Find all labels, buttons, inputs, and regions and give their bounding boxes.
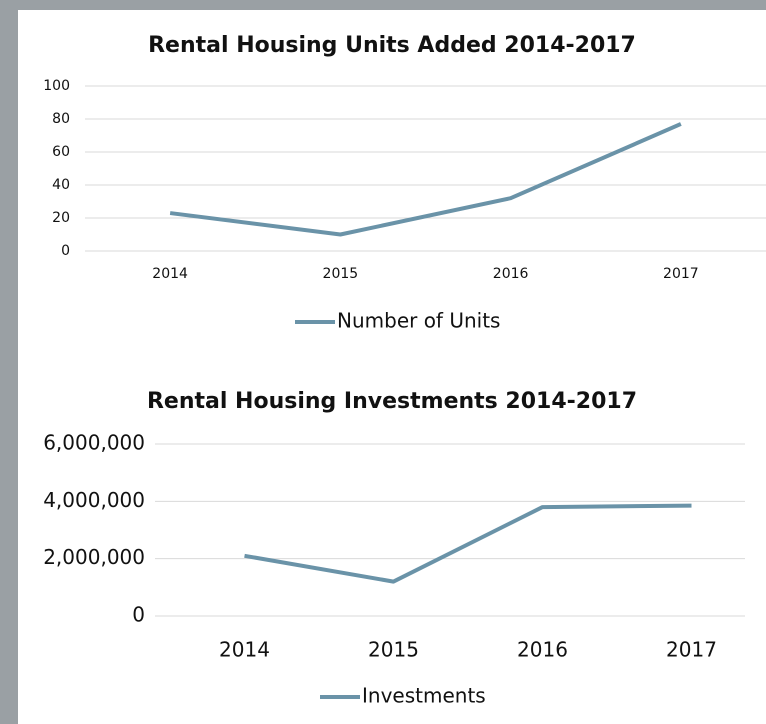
y-tick-label: 0	[61, 243, 70, 259]
x-tick-label: 2015	[323, 266, 359, 282]
x-tick-label: 2017	[663, 266, 699, 282]
chart-title: Rental Housing Units Added 2014-2017	[148, 33, 636, 58]
chart-title: Rental Housing Investments 2014-2017	[147, 389, 637, 414]
x-tick-label: 2016	[493, 266, 529, 282]
x-tick-label: 2016	[517, 638, 568, 662]
y-tick-label: 2,000,000	[43, 545, 145, 569]
series-line	[244, 503, 692, 584]
y-tick-label: 0	[132, 603, 145, 627]
series-line	[169, 122, 682, 237]
y-tick-label: 80	[52, 111, 70, 127]
legend-label: Investments	[362, 684, 486, 708]
y-tick-label: 40	[52, 177, 70, 193]
y-tick-label: 4,000,000	[43, 488, 145, 512]
y-tick-label: 60	[52, 144, 70, 160]
x-tick-label: 2015	[368, 638, 419, 662]
x-tick-label: 2014	[219, 638, 270, 662]
y-tick-label: 6,000,000	[43, 431, 145, 455]
x-tick-label: 2017	[666, 638, 717, 662]
x-tick-label: 2014	[152, 266, 188, 282]
legend-label: Number of Units	[337, 309, 500, 333]
y-tick-label: 20	[52, 210, 70, 226]
y-tick-label: 100	[43, 78, 70, 94]
panel	[18, 10, 766, 724]
